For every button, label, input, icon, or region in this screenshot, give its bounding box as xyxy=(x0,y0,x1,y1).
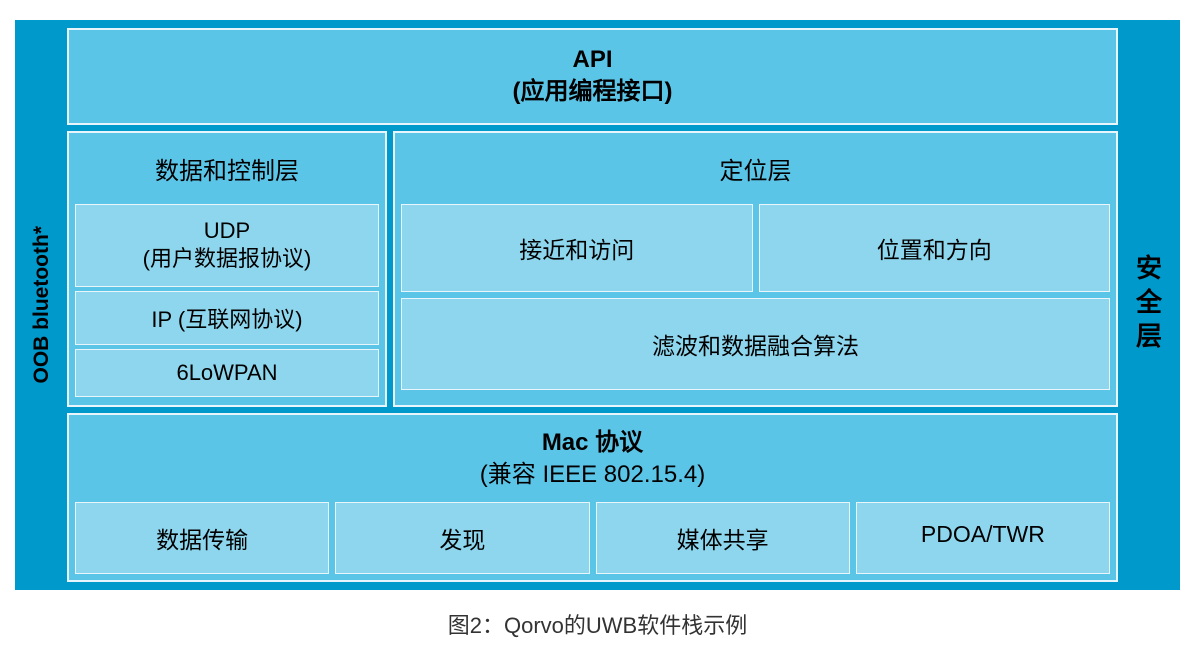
mac-layer: Mac 协议 (兼容 IEEE 802.15.4) 数据传输 发现 媒体共享 P… xyxy=(67,413,1118,582)
positioning-layer: 定位层 接近和访问 位置和方向 滤波和数据融合算法 xyxy=(393,131,1118,407)
mac-item-data-transfer: 数据传输 xyxy=(75,502,329,574)
mac-item-discovery: 发现 xyxy=(335,502,589,574)
proximity-block: 接近和访问 xyxy=(401,204,753,292)
uwb-stack-diagram: OOB bluetooth* API (应用编程接口) 数据和控制层 UDP (… xyxy=(15,20,1180,590)
mac-title-group: Mac 协议 (兼容 IEEE 802.15.4) xyxy=(75,427,1110,492)
udp-title: UDP xyxy=(76,217,378,246)
udp-subtitle: (用户数据报协议) xyxy=(76,245,378,274)
positioning-header: 定位层 xyxy=(395,133,1116,204)
security-rail: 安全层 xyxy=(1118,22,1178,588)
positioning-row1: 接近和访问 位置和方向 xyxy=(401,204,1110,292)
lowpan-block: 6LoWPAN xyxy=(75,349,379,397)
udp-block: UDP (用户数据报协议) xyxy=(75,204,379,287)
api-layer: API (应用编程接口) xyxy=(67,28,1118,125)
center-stack: API (应用编程接口) 数据和控制层 UDP (用户数据报协议) IP (互联… xyxy=(67,22,1118,588)
api-subtitle: (应用编程接口) xyxy=(69,76,1116,108)
middle-layers-row: 数据和控制层 UDP (用户数据报协议) IP (互联网协议) 6LoWPAN … xyxy=(67,131,1118,407)
mac-item-media-sharing: 媒体共享 xyxy=(596,502,850,574)
mac-items-row: 数据传输 发现 媒体共享 PDOA/TWR xyxy=(75,502,1110,574)
mac-subtitle: (兼容 IEEE 802.15.4) xyxy=(480,461,705,488)
fusion-block: 滤波和数据融合算法 xyxy=(401,298,1110,390)
oob-bluetooth-rail: OOB bluetooth* xyxy=(17,22,67,588)
security-label: 安全层 xyxy=(1130,254,1167,356)
data-control-layer: 数据和控制层 UDP (用户数据报协议) IP (互联网协议) 6LoWPAN xyxy=(67,131,387,407)
figure-caption: 图2：Qorvo的UWB软件栈示例 xyxy=(15,608,1180,640)
oob-bluetooth-label: OOB bluetooth* xyxy=(30,226,54,383)
mac-title: Mac 协议 xyxy=(542,429,643,456)
api-title: API xyxy=(69,44,1116,76)
orientation-block: 位置和方向 xyxy=(759,204,1111,292)
ip-block: IP (互联网协议) xyxy=(75,291,379,345)
data-control-header: 数据和控制层 xyxy=(69,133,385,204)
mac-item-pdoa-twr: PDOA/TWR xyxy=(856,502,1110,574)
